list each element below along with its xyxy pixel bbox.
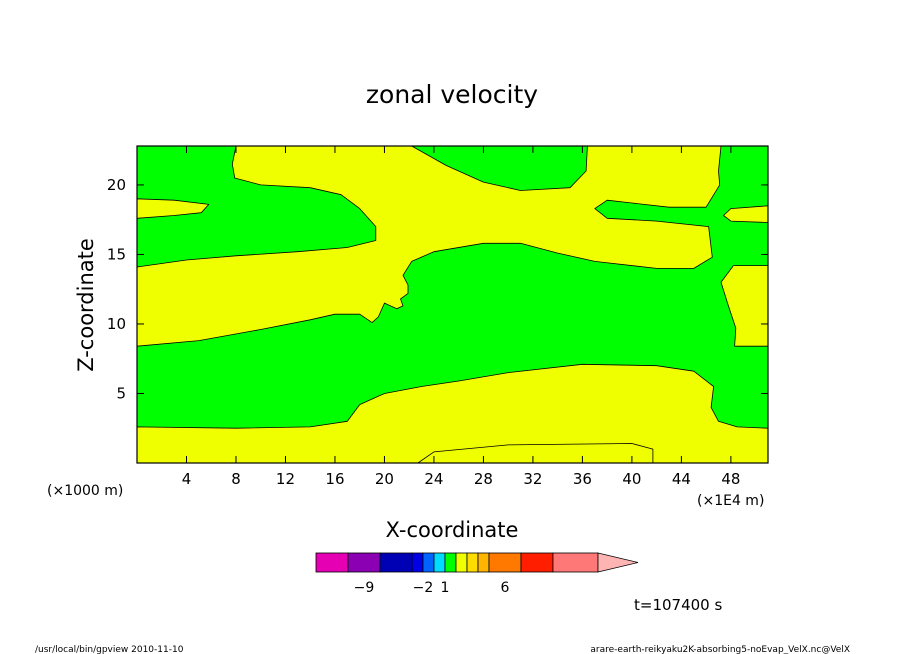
y-tick-label: 20 [107,176,126,194]
x-tick-label: 36 [573,470,592,488]
x-tick-label: 8 [231,470,241,488]
footer-left: /usr/local/bin/gpview 2010-11-10 [35,645,184,654]
y-tick-label: 10 [107,315,126,333]
colorbar-swatch [315,552,349,573]
colorbar-swatch [347,552,381,573]
y-tick-label: 15 [107,245,126,263]
x-tick-label: 28 [474,470,493,488]
colorbar-swatch [455,552,468,573]
colorbar-swatch [466,552,479,573]
colorbar-swatch [520,552,554,573]
time-annotation: t=107400 s [634,596,722,614]
colorbar-swatch [433,552,446,573]
chart-title: zonal velocity [366,80,538,109]
colorbar-swatch [488,552,522,573]
y-tick-label: 5 [116,384,126,402]
y-axis-label: Z-coordinate [74,238,98,372]
footer-right: arare-earth-reikyaku2K-absorbing5-noEvap… [590,645,850,654]
x-axis-label: X-coordinate [386,518,519,542]
colorbar: −9 −2 1 6 [315,552,639,596]
contour-regions [136,145,769,464]
colorbar-label: 6 [501,580,510,596]
colorbar-label: 1 [441,580,450,596]
x-unit-left: (×1000 m) [47,483,123,499]
x-tick-label: 4 [182,470,192,488]
colorbar-label: −9 [354,580,375,596]
x-tick-label: 40 [622,470,641,488]
colorbar-swatch [477,552,490,573]
x-tick-label: 24 [424,470,443,488]
colorbar-swatch [444,552,457,573]
contour-region-5 [720,265,769,347]
x-unit-right: (×1E4 m) [697,493,764,509]
x-tick-label: 48 [721,470,740,488]
x-tick-label: 20 [375,470,394,488]
contour-region-1 [136,363,769,464]
colorbar-arrow [597,552,639,573]
colorbar-swatch [379,552,413,573]
x-tick-label: 12 [276,470,295,488]
x-tick-label: 16 [325,470,344,488]
x-tick-label: 32 [523,470,542,488]
x-tick-label: 44 [672,470,691,488]
colorbar-label: −2 [413,580,434,596]
plot-frame [136,145,769,464]
colorbar-swatch [411,552,424,573]
contour-region-2 [136,145,722,347]
colorbar-swatch [422,552,435,573]
colorbar-swatch [552,552,599,573]
